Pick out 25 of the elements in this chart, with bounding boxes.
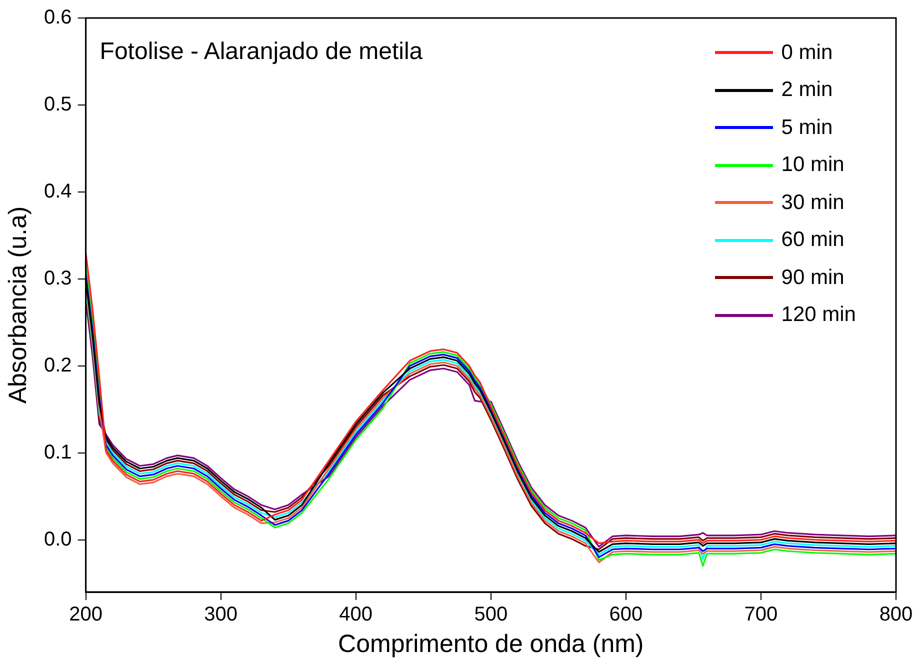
legend-label: 10 min — [781, 153, 844, 178]
legend-label: 30 min — [781, 190, 844, 215]
y-tick-label: 0.5 — [44, 93, 72, 116]
y-axis-title: Absorbancia (u.a) — [4, 206, 32, 404]
x-tick-label: 400 — [339, 604, 373, 626]
x-tick-label: 700 — [744, 604, 778, 626]
legend-label: 2 min — [781, 78, 833, 102]
y-tick-label: 0.0 — [44, 528, 72, 550]
legend-label: 90 min — [781, 266, 844, 290]
legend-label: 120 min — [781, 303, 856, 328]
x-tick-label: 600 — [609, 604, 643, 626]
x-axis-title: Comprimento de onda (nm) — [338, 630, 644, 658]
y-tick-label: 0.1 — [44, 441, 72, 464]
y-tick-label: 0.3 — [44, 267, 72, 290]
y-tick-label: 0.6 — [44, 6, 72, 29]
legend-label: 60 min — [781, 228, 844, 252]
y-tick-label: 0.2 — [44, 354, 72, 376]
legend-label: 0 min — [781, 40, 833, 65]
x-tick-label: 800 — [879, 604, 913, 626]
x-tick-label: 500 — [474, 604, 508, 626]
text: Fotolise - Alaranjado de metila — [100, 38, 423, 66]
legend-label: 5 min — [781, 116, 833, 140]
y-tick-label: 0.4 — [44, 180, 72, 202]
x-tick-label: 300 — [204, 604, 238, 626]
x-tick-label: 200 — [69, 604, 102, 626]
